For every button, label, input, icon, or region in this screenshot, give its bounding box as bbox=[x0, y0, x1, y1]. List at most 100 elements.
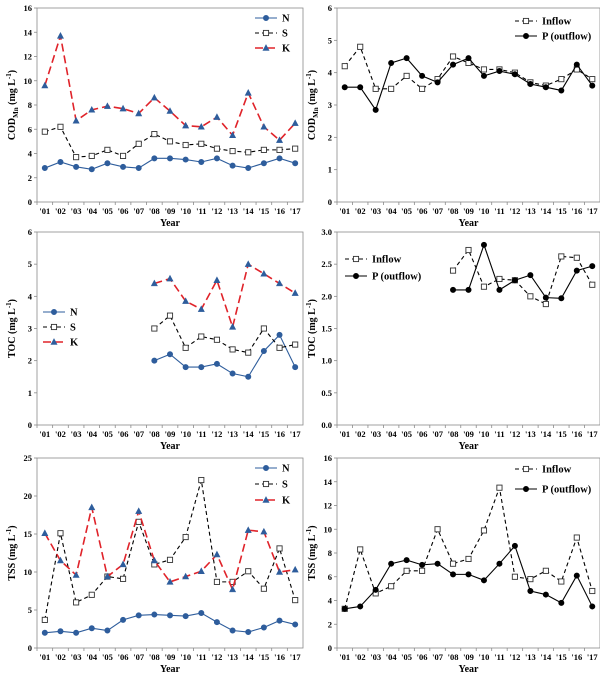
y-axis-label: TSS (mg L-1) bbox=[305, 525, 318, 580]
data-point bbox=[465, 246, 472, 254]
data-point bbox=[182, 572, 190, 580]
y-tick-label: 2 bbox=[28, 356, 32, 366]
data-point bbox=[166, 351, 173, 358]
data-point bbox=[88, 625, 95, 632]
data-point bbox=[41, 165, 48, 172]
y-tick-label: 0 bbox=[328, 643, 332, 653]
legend-marker bbox=[523, 33, 530, 40]
y-tick-label: 6 bbox=[28, 227, 32, 237]
data-point bbox=[260, 325, 267, 332]
x-tick-label: '03 bbox=[370, 206, 381, 216]
data-point bbox=[151, 131, 158, 138]
x-tick-label: '01 bbox=[339, 429, 350, 439]
data-point bbox=[88, 166, 95, 173]
x-tick-label: '10 bbox=[479, 206, 490, 216]
panel-5: 0 5 10 15 20 25 '01 '02 '03 '04 '05 '06 '07 '08 '09 '10… bbox=[5, 453, 304, 673]
data-point bbox=[120, 163, 127, 170]
x-tick-label: '17 bbox=[587, 429, 599, 439]
panel-1: 0 2 4 6 8 10 12 14 16 '01 '02 '03 '04 '05 '06 '07 '08 '09… bbox=[5, 3, 304, 229]
x-tick-label: '14 bbox=[540, 429, 552, 439]
data-point bbox=[480, 527, 488, 534]
legend-marker bbox=[50, 323, 58, 331]
data-point bbox=[198, 476, 205, 484]
data-point bbox=[135, 109, 143, 117]
x-tick-label: '11 bbox=[494, 429, 504, 439]
data-point bbox=[135, 612, 142, 619]
y-axis-label: CODMn (mg L-1) bbox=[305, 70, 320, 140]
data-point bbox=[166, 138, 174, 145]
data-point bbox=[465, 286, 472, 293]
x-tick-label: '12 bbox=[509, 652, 520, 662]
data-point bbox=[260, 122, 268, 130]
data-point bbox=[73, 154, 80, 161]
data-point bbox=[292, 341, 299, 348]
x-tick-label: '17 bbox=[290, 429, 302, 439]
data-point bbox=[229, 323, 237, 330]
y-tick-label: 6 bbox=[28, 124, 32, 134]
data-point bbox=[292, 621, 299, 628]
panel-4: 0.0 0.5 1.0 1.5 2.0 2.5 3.0 '01 '02 '03 '04'05 '06 '… bbox=[305, 227, 600, 452]
y-tick-label: 5 bbox=[328, 35, 332, 45]
series-p-outflow- bbox=[450, 241, 596, 302]
data-point bbox=[419, 85, 426, 92]
y-tick-label: 1.5 bbox=[321, 324, 332, 334]
data-point bbox=[120, 575, 127, 582]
legend-marker bbox=[262, 480, 270, 488]
data-point bbox=[449, 560, 457, 567]
y-tick-label: 10 bbox=[24, 76, 33, 86]
data-point bbox=[496, 560, 503, 567]
data-point bbox=[511, 71, 518, 78]
legend-label: K bbox=[282, 44, 291, 55]
x-tick-label: '04 bbox=[86, 652, 98, 662]
x-tick-label: '13 bbox=[525, 206, 536, 216]
data-point bbox=[480, 72, 487, 79]
x-tick-label: '15 bbox=[258, 429, 269, 439]
x-tick-label: '08 bbox=[149, 652, 160, 662]
x-axis-label: Year bbox=[459, 664, 480, 673]
data-point bbox=[449, 267, 457, 274]
legend: NSK bbox=[43, 308, 79, 349]
legend-label: K bbox=[282, 496, 291, 507]
x-tick-label: '01 bbox=[339, 206, 350, 216]
y-tick-label: 5 bbox=[28, 259, 32, 269]
legend-label: N bbox=[282, 464, 290, 475]
data-point bbox=[229, 370, 236, 377]
legend: Inflow P (outflow) bbox=[515, 17, 592, 43]
series-line bbox=[453, 243, 593, 299]
data-point bbox=[542, 301, 549, 308]
x-tick-label: '17 bbox=[290, 652, 302, 662]
x-tick-label: '09 bbox=[165, 652, 176, 662]
x-tick-label: '14 bbox=[243, 652, 255, 662]
data-point bbox=[182, 297, 190, 304]
data-point bbox=[213, 155, 220, 162]
legend-marker bbox=[51, 308, 58, 315]
x-tick-label: '16 bbox=[274, 429, 285, 439]
data-point bbox=[357, 546, 364, 553]
data-point bbox=[213, 619, 220, 626]
data-point bbox=[245, 373, 252, 380]
data-point bbox=[119, 560, 127, 568]
data-point bbox=[88, 591, 95, 598]
data-point bbox=[213, 578, 220, 585]
data-point bbox=[182, 344, 189, 351]
data-point bbox=[260, 624, 267, 631]
data-point bbox=[511, 277, 518, 284]
x-tick-label: '14 bbox=[540, 206, 552, 216]
data-point bbox=[465, 571, 472, 578]
data-point bbox=[419, 72, 426, 79]
data-point bbox=[103, 572, 111, 580]
data-point bbox=[260, 527, 268, 535]
x-axis-label: Year bbox=[459, 218, 480, 229]
data-point bbox=[166, 155, 173, 162]
panel-2: 0 1 2 3 4 5 6 '01 '02 '03 '04'05 '06 '07 '08 '09 '10 '11… bbox=[305, 3, 600, 229]
x-tick-label: '14 bbox=[243, 429, 255, 439]
x-tick-label: '15 bbox=[556, 429, 567, 439]
x-tick-label: '01 bbox=[39, 206, 50, 216]
data-point bbox=[151, 357, 158, 364]
x-tick-label: '09 bbox=[165, 429, 176, 439]
data-point bbox=[419, 561, 426, 568]
data-point bbox=[276, 279, 284, 287]
data-point bbox=[213, 336, 220, 343]
data-point bbox=[135, 140, 142, 147]
